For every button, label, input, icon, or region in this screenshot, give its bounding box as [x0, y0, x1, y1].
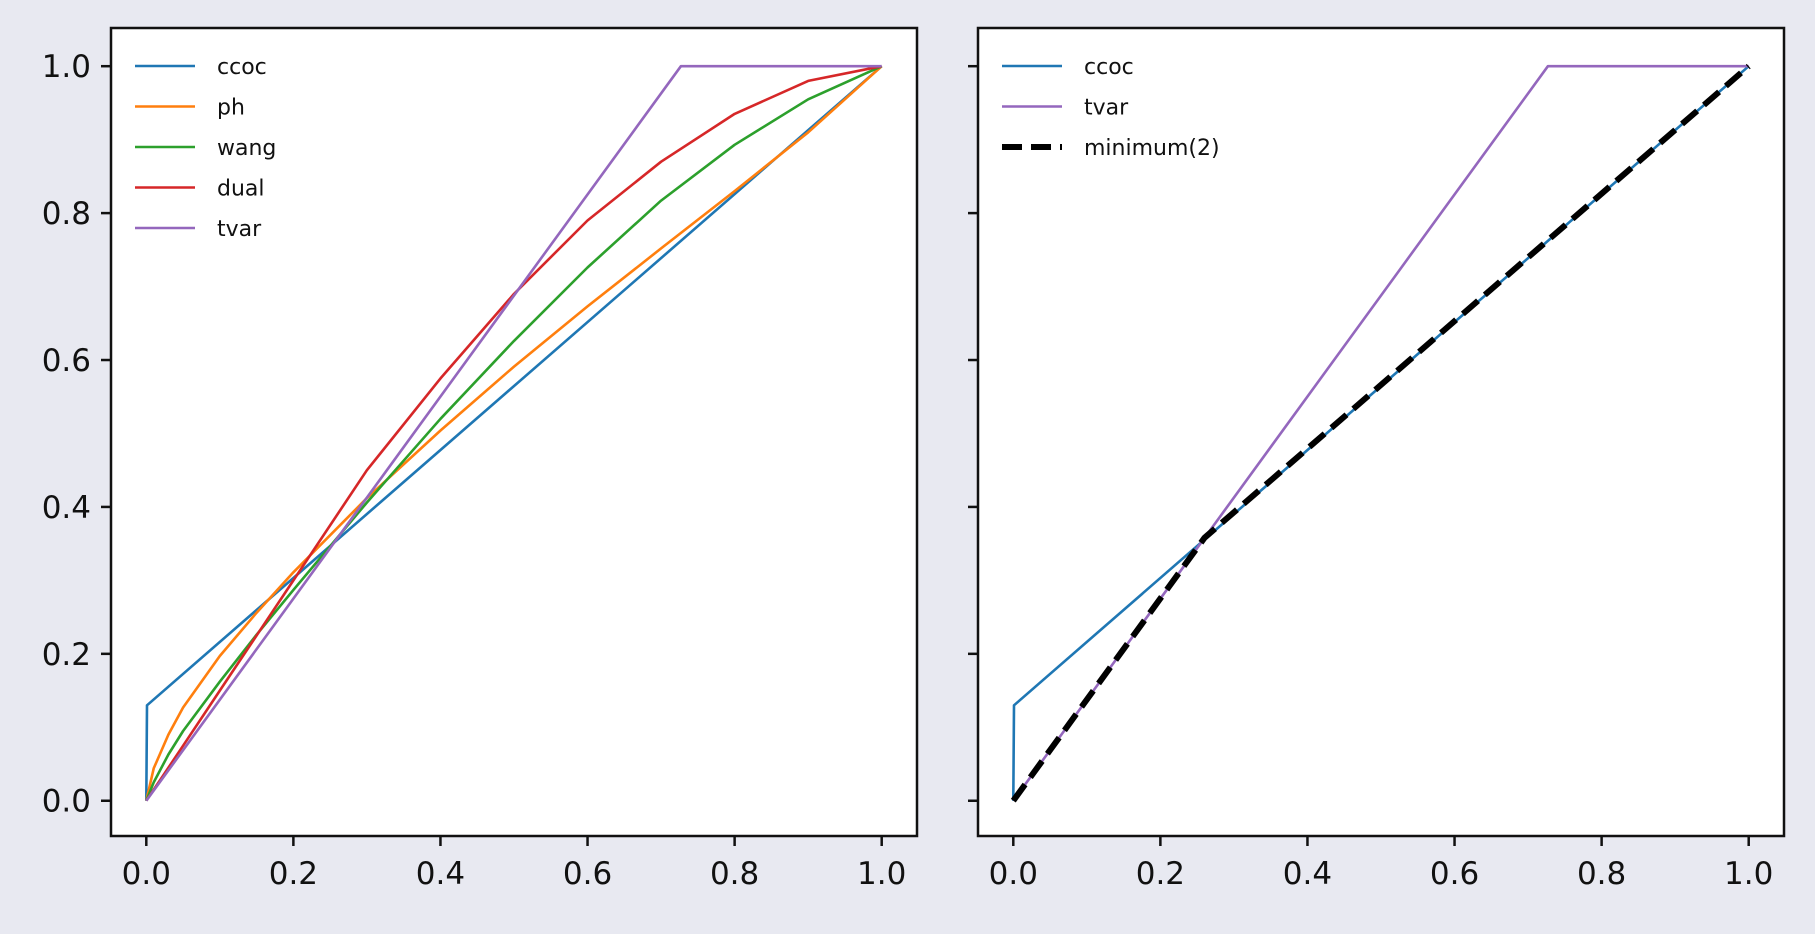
- right-y-ticks: [968, 64, 978, 802]
- y-tick-label: 1.0: [42, 49, 91, 85]
- legend-label: ccoc: [217, 55, 267, 80]
- x-tick-label: 0.4: [1283, 856, 1332, 892]
- x-tick-label: 0.2: [269, 856, 318, 892]
- series-line-wang: [145, 65, 883, 802]
- right-plot-area: [976, 26, 1786, 838]
- legend-label: ccoc: [1084, 55, 1134, 80]
- right-x-ticks: 0.0 0.2 0.4 0.6 0.8 1.0: [989, 836, 1773, 892]
- series-line-dual: [145, 64, 882, 802]
- left-plot-area: [109, 26, 919, 838]
- x-tick-label: 1.0: [857, 856, 906, 892]
- series-line-ccoc: [1012, 65, 1750, 801]
- legend-label: tvar: [217, 217, 262, 242]
- y-tick-label: 0.2: [42, 637, 91, 673]
- left-y-ticks: 0.0 0.2 0.4 0.6 0.8 1.0: [42, 49, 111, 820]
- x-tick-label: 0.0: [122, 856, 171, 892]
- left-chart-panel: 0.0 0.2 0.4 0.6 0.8 1.0 0.0 0.2 0.4 0.6 0.8 1.0 cc…: [42, 26, 919, 892]
- legend-label: wang: [217, 136, 276, 161]
- series-line-ccoc: [145, 65, 883, 801]
- legend-label: ph: [217, 96, 245, 121]
- y-tick-label: 0.8: [42, 196, 91, 232]
- x-tick-label: 0.6: [563, 856, 612, 892]
- x-tick-label: 0.4: [416, 856, 465, 892]
- x-tick-label: 0.6: [1430, 856, 1479, 892]
- legend-label: minimum(2): [1084, 136, 1220, 161]
- y-tick-label: 0.6: [42, 343, 91, 379]
- x-tick-label: 0.0: [989, 856, 1038, 892]
- left-series-layer: [145, 64, 883, 802]
- x-tick-label: 0.2: [1136, 856, 1185, 892]
- series-line-tvar: [145, 64, 882, 802]
- left-legend: ccoc ph wang dual tvar: [135, 55, 276, 242]
- right-series-layer: [1010, 63, 1751, 803]
- left-x-ticks: 0.0 0.2 0.4 0.6 0.8 1.0: [122, 836, 906, 892]
- right-legend: ccoc tvar minimum(2): [1002, 55, 1220, 161]
- x-tick-label: 0.8: [710, 856, 759, 892]
- y-tick-label: 0.4: [42, 490, 91, 526]
- legend-label: tvar: [1084, 96, 1129, 121]
- right-chart-panel: 0.0 0.2 0.4 0.6 0.8 1.0 ccoc tvar minimum(2): [968, 26, 1786, 892]
- legend-label: dual: [217, 177, 265, 202]
- y-tick-label: 0.0: [42, 784, 91, 820]
- x-tick-label: 1.0: [1724, 856, 1773, 892]
- series-line-minimum-2: [1010, 63, 1751, 803]
- x-tick-label: 0.8: [1577, 856, 1626, 892]
